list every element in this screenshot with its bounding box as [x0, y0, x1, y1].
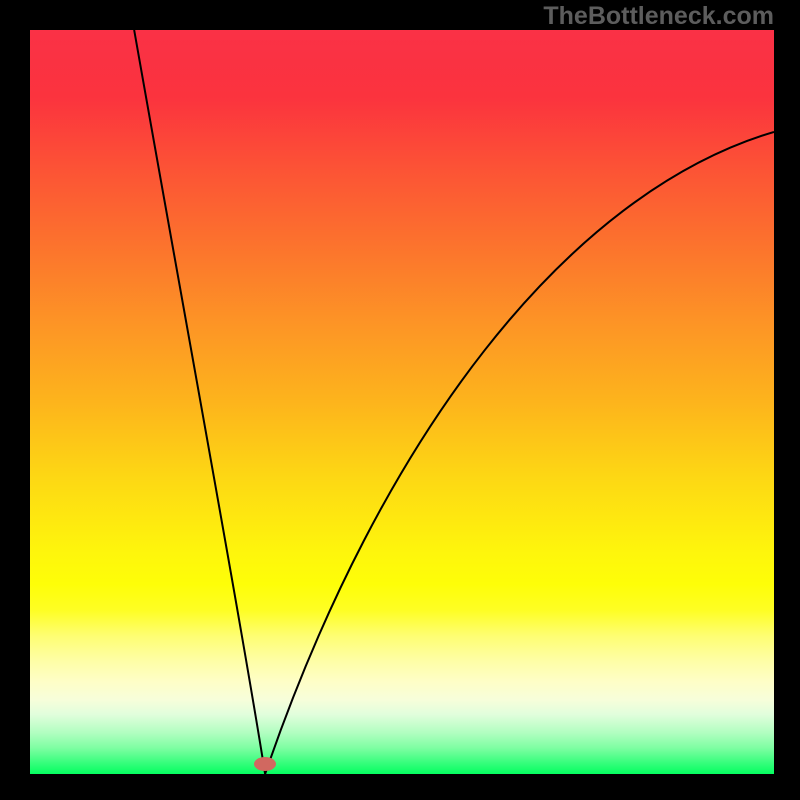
- curve-svg: [30, 30, 774, 774]
- chart-outer: TheBottleneck.com: [0, 0, 800, 800]
- vertex-marker: [254, 757, 276, 771]
- plot-area: [30, 30, 774, 774]
- bottleneck-curve: [134, 30, 774, 774]
- watermark-text: TheBottleneck.com: [543, 2, 774, 31]
